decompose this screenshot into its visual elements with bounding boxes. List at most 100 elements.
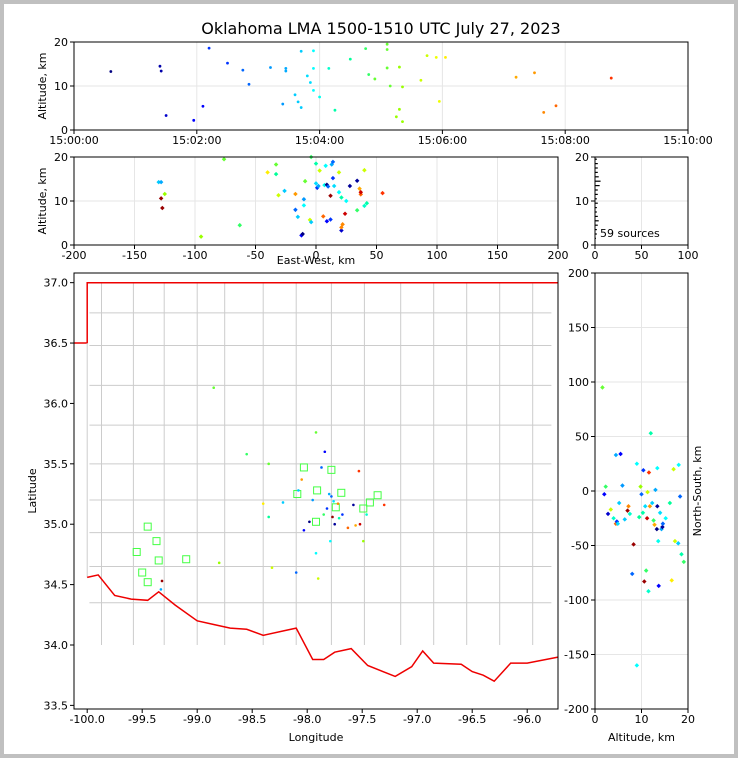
ew-height-point	[320, 214, 326, 219]
ew-height-point	[265, 170, 270, 175]
east-west-height-panel: -200 -150 -100 -50 0 50 100 150 200 0 10 20 East-Wes…	[36, 151, 569, 267]
plan-view-point	[358, 522, 362, 526]
time-height-point	[364, 47, 368, 50]
height-ns-point	[645, 489, 650, 495]
height-ns-point	[602, 492, 607, 497]
plan-view-point	[354, 524, 357, 527]
lma-station	[132, 547, 141, 556]
time-height-point	[299, 49, 303, 53]
lma-station	[143, 522, 152, 531]
ew-height-point	[331, 183, 337, 189]
lma-station	[331, 503, 340, 512]
plan-view-point	[382, 503, 386, 507]
time-height-point	[327, 67, 331, 70]
figure-title: Oklahoma LMA 1500-1510 UTC July 27, 2023	[201, 19, 560, 38]
plan-view-point	[336, 502, 340, 505]
plan-view-xtick-label: -97.0	[403, 713, 431, 726]
plan-view-point	[267, 462, 271, 466]
ew-height-point	[313, 181, 319, 186]
plan-view-point	[346, 526, 350, 530]
height-ns-point	[638, 484, 643, 489]
ew-height-xtick-label: -150	[122, 249, 147, 262]
height-ns-point	[613, 452, 619, 458]
height-ns-ytick-label: 50	[575, 431, 589, 444]
height-ns-point	[636, 514, 642, 520]
height-ns-point	[667, 500, 673, 506]
time-height-point	[514, 75, 518, 79]
plan-view-plot-area	[74, 273, 558, 709]
time-height-point	[312, 49, 315, 53]
time-height-point	[201, 104, 205, 108]
time-height-point	[398, 65, 401, 69]
ew-height-point	[347, 183, 353, 189]
height-ns-point	[646, 470, 652, 475]
plan-view-xtick-label: -99.0	[183, 713, 211, 726]
height-ns-point	[677, 494, 683, 499]
height-ns-point	[620, 483, 625, 488]
plan-view-frame	[73, 272, 559, 710]
plan-view-point	[297, 489, 300, 492]
plan-view-point	[217, 561, 221, 565]
time-height-point	[367, 73, 371, 76]
plan-view-point	[245, 452, 248, 456]
count-height-ytick-label: 10	[575, 195, 589, 208]
source-count-panel: 0 50 100 0 10 20	[575, 151, 699, 262]
time-height-point	[398, 107, 401, 111]
count-height-ytick-label: 20	[575, 151, 589, 164]
ew-height-point	[302, 178, 308, 184]
plan-view-ytick-label: 33.5	[44, 699, 69, 712]
time-height-point	[388, 84, 392, 88]
ew-height-point	[354, 178, 360, 184]
time-height-point	[159, 69, 163, 73]
height-ns-point	[634, 461, 640, 467]
time-height-point	[284, 67, 288, 70]
time-height-point	[385, 48, 389, 51]
height-ns-xlabel: Altitude, km	[608, 731, 675, 744]
state-border-north	[74, 281, 558, 344]
lma-station	[154, 556, 163, 565]
height-ns-point	[625, 508, 630, 513]
time-height-xtick-label: 15:02:00	[172, 134, 221, 147]
height-ns-ylabel: North-South, km	[691, 446, 704, 537]
plan-view-ytick-label: 34.5	[44, 579, 69, 592]
height-ns-ytick-label: -50	[571, 540, 589, 553]
time-height-point	[305, 74, 309, 78]
plan-view-point	[332, 499, 335, 503]
time-height-point	[373, 77, 377, 81]
lma-station	[299, 463, 308, 472]
plan-view-point	[314, 431, 318, 434]
ew-height-point	[330, 159, 336, 165]
plan-view-point	[325, 507, 329, 510]
time-height-point	[247, 82, 251, 86]
lma-station	[138, 568, 147, 577]
ew-height-point	[362, 167, 367, 173]
plan-view-point	[270, 566, 274, 569]
lma-station	[365, 498, 374, 507]
plan-view-ytick-label: 36.0	[44, 397, 69, 410]
plan-view-point	[362, 539, 365, 543]
count-height-xtick-label: 100	[678, 249, 699, 262]
plan-view-ytick-label: 35.5	[44, 458, 69, 471]
time-height-point	[284, 69, 288, 73]
time-height-point	[609, 76, 613, 80]
time-height-point	[293, 93, 297, 97]
time-height-point	[444, 56, 447, 59]
time-height-point	[296, 100, 300, 104]
plan-view-point	[300, 478, 304, 481]
height-ns-point	[649, 500, 655, 506]
plan-view-xtick-label: -96.5	[458, 713, 486, 726]
ew-height-point	[330, 175, 336, 181]
plan-view-ytick-label: 34.0	[44, 639, 69, 652]
plan-view-point	[261, 502, 265, 505]
lma-station	[373, 491, 382, 500]
ew-height-ytick-label: 20	[54, 151, 68, 164]
time-height-point	[281, 102, 285, 106]
time-height-xtick-label: 15:00:00	[49, 134, 98, 147]
time-height-point	[394, 115, 398, 119]
ew-height-point	[276, 193, 281, 198]
time-height-point	[401, 85, 404, 89]
plan-view-point	[302, 528, 306, 532]
time-height-point	[312, 67, 315, 70]
plan-view-point	[212, 386, 215, 390]
time-height-xtick-label: 15:04:00	[295, 134, 344, 147]
